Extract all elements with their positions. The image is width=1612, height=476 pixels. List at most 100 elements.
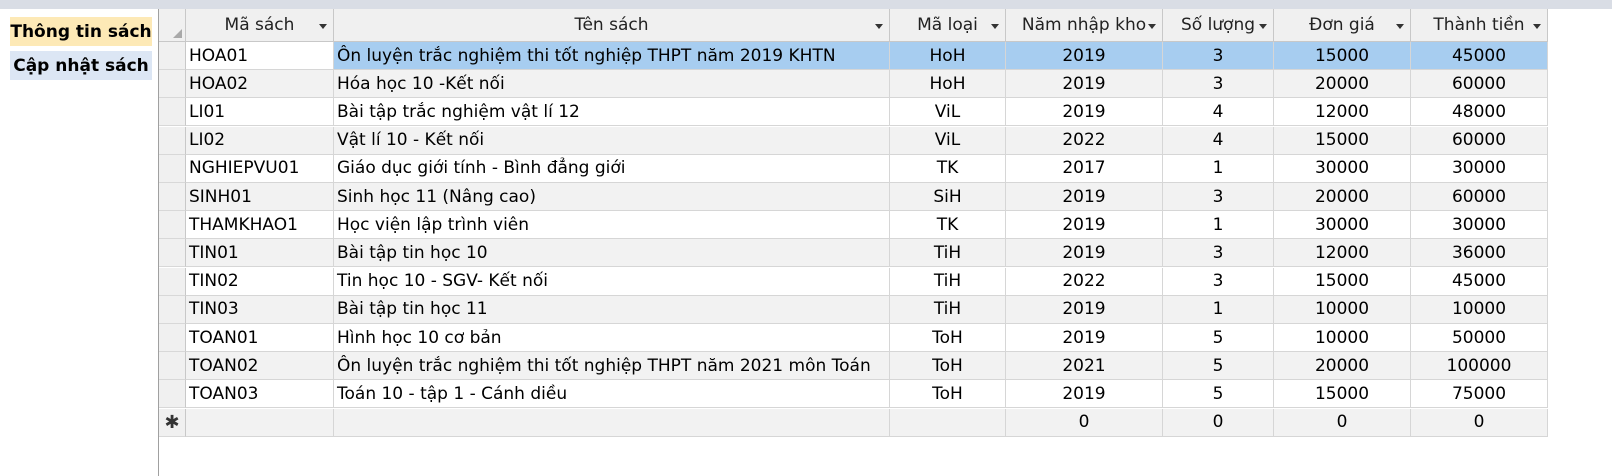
cell-don-gia[interactable]: 15000 <box>1274 380 1411 409</box>
dropdown-arrow-icon[interactable] <box>991 24 999 29</box>
cell-ma-loai[interactable]: TiH <box>890 295 1006 324</box>
row-selector[interactable] <box>159 239 186 268</box>
cell-ma-loai[interactable]: TiH <box>890 267 1006 296</box>
cell-don-gia[interactable]: 15000 <box>1274 42 1411 70</box>
cell-ten-sach[interactable]: Toán 10 - tập 1 - Cánh diều <box>334 380 890 409</box>
dropdown-arrow-icon[interactable] <box>1533 24 1541 29</box>
cell-ten-sach[interactable]: Vật lí 10 - Kết nối <box>334 126 890 155</box>
column-header-thanh-tien[interactable]: Thành tiền <box>1411 9 1548 42</box>
cell-ma-loai[interactable]: ToH <box>890 380 1006 409</box>
column-header-nam-nhap-kho[interactable]: Năm nhập kho <box>1006 9 1163 42</box>
table-row[interactable]: LI02 Vật lí 10 - Kết nối ViL 2022 4 15000 6000… <box>158 126 1612 155</box>
row-selector[interactable] <box>159 154 186 183</box>
cell-don-gia[interactable]: 10000 <box>1274 324 1411 352</box>
cell-nam-nhap-kho[interactable]: 2019 <box>1006 239 1163 268</box>
row-selector[interactable] <box>159 324 186 352</box>
cell-ma-sach[interactable]: TIN01 <box>186 239 334 268</box>
cell-so-luong[interactable]: 3 <box>1163 70 1274 99</box>
cell-so-luong[interactable]: 3 <box>1163 267 1274 296</box>
cell-ma-loai[interactable]: HoH <box>890 70 1006 99</box>
cell-nam-nhap-kho[interactable]: 0 <box>1006 408 1163 437</box>
cell-ten-sach[interactable]: Học viện lập trình viên <box>334 211 890 240</box>
row-selector[interactable] <box>159 98 186 127</box>
column-header-ten-sach[interactable]: Tên sách <box>334 9 890 42</box>
cell-so-luong[interactable]: 3 <box>1163 239 1274 268</box>
cell-nam-nhap-kho[interactable]: 2019 <box>1006 98 1163 127</box>
cell-ten-sach[interactable]: Giáo dục giới tính - Bình đẳng giới <box>334 154 890 183</box>
cell-don-gia[interactable]: 10000 <box>1274 295 1411 324</box>
select-all-corner[interactable] <box>159 9 186 42</box>
cell-thanh-tien[interactable]: 60000 <box>1411 183 1548 211</box>
cell-ten-sach[interactable]: Ôn luyện trắc nghiệm thi tốt nghiệp THPT… <box>334 352 890 381</box>
cell-don-gia[interactable]: 15000 <box>1274 267 1411 296</box>
cell-ma-loai[interactable]: TiH <box>890 239 1006 268</box>
cell-nam-nhap-kho[interactable]: 2019 <box>1006 295 1163 324</box>
cell-ma-sach[interactable]: SINH01 <box>186 183 334 211</box>
dropdown-arrow-icon[interactable] <box>1259 24 1267 29</box>
cell-don-gia[interactable]: 30000 <box>1274 211 1411 240</box>
row-selector[interactable] <box>159 70 186 99</box>
cell-thanh-tien[interactable]: 100000 <box>1411 352 1548 381</box>
table-row[interactable]: NGHIEPVU01 Giáo dục giới tính - Bình đẳng… <box>158 154 1612 183</box>
cell-ten-sach[interactable]: Bài tập tin học 11 <box>334 295 890 324</box>
cell-thanh-tien[interactable]: 45000 <box>1411 267 1548 296</box>
cell-thanh-tien[interactable]: 50000 <box>1411 324 1548 352</box>
cell-nam-nhap-kho[interactable]: 2019 <box>1006 380 1163 409</box>
row-selector[interactable] <box>159 42 186 70</box>
cell-nam-nhap-kho[interactable]: 2019 <box>1006 70 1163 99</box>
cell-thanh-tien[interactable]: 30000 <box>1411 154 1548 183</box>
cell-ma-sach[interactable]: TOAN02 <box>186 352 334 381</box>
cell-ten-sach[interactable] <box>334 408 890 437</box>
cell-nam-nhap-kho[interactable]: 2019 <box>1006 324 1163 352</box>
cell-ma-loai[interactable] <box>890 408 1006 437</box>
cell-ma-sach[interactable]: THAMKHAO1 <box>186 211 334 240</box>
cell-nam-nhap-kho[interactable]: 2019 <box>1006 183 1163 211</box>
cell-ma-loai[interactable]: HoH <box>890 42 1006 70</box>
cell-ten-sach[interactable]: Bài tập trắc nghiệm vật lí 12 <box>334 98 890 127</box>
row-selector[interactable] <box>159 183 186 211</box>
column-header-so-luong[interactable]: Số lượng <box>1163 9 1274 42</box>
cell-don-gia[interactable]: 12000 <box>1274 98 1411 127</box>
table-row[interactable]: TOAN02 Ôn luyện trắc nghiệm thi tốt nghiệ… <box>158 352 1612 381</box>
cell-nam-nhap-kho[interactable]: 2022 <box>1006 267 1163 296</box>
cell-ma-loai[interactable]: TK <box>890 211 1006 240</box>
cell-don-gia[interactable]: 30000 <box>1274 154 1411 183</box>
cell-so-luong[interactable]: 1 <box>1163 211 1274 240</box>
row-selector[interactable] <box>159 295 186 324</box>
cell-so-luong[interactable]: 4 <box>1163 126 1274 155</box>
cell-thanh-tien[interactable]: 48000 <box>1411 98 1548 127</box>
cell-ma-sach[interactable]: TOAN03 <box>186 380 334 409</box>
cell-thanh-tien[interactable]: 45000 <box>1411 42 1548 70</box>
cell-so-luong[interactable]: 4 <box>1163 98 1274 127</box>
cell-ten-sach[interactable]: Hình học 10 cơ bản <box>334 324 890 352</box>
cell-ma-loai[interactable]: SiH <box>890 183 1006 211</box>
cell-ma-sach[interactable]: TIN02 <box>186 267 334 296</box>
table-row[interactable]: THAMKHAO1 Học viện lập trình viên TK 2019 1 3… <box>158 211 1612 240</box>
cell-ma-loai[interactable]: ToH <box>890 352 1006 381</box>
cell-so-luong[interactable]: 0 <box>1163 408 1274 437</box>
table-row[interactable]: TOAN03 Toán 10 - tập 1 - Cánh diều ToH 2019… <box>158 380 1612 409</box>
dropdown-arrow-icon[interactable] <box>1148 24 1156 29</box>
new-record-row[interactable]: ✱ 0 0 0 0 <box>158 408 1612 437</box>
dropdown-arrow-icon[interactable] <box>1396 24 1404 29</box>
cell-thanh-tien[interactable]: 10000 <box>1411 295 1548 324</box>
table-row[interactable]: TIN02 Tin học 10 - SGV- Kết nối TiH 2022 3 15… <box>158 267 1612 296</box>
cell-ma-loai[interactable]: ViL <box>890 98 1006 127</box>
cell-don-gia[interactable]: 15000 <box>1274 126 1411 155</box>
column-header-ma-loai[interactable]: Mã loại <box>890 9 1006 42</box>
cell-so-luong[interactable]: 5 <box>1163 324 1274 352</box>
new-record-icon[interactable]: ✱ <box>159 408 186 437</box>
cap-nhat-sach-button[interactable]: Cập nhật sách <box>10 51 152 80</box>
table-row[interactable]: HOA01 Ôn luyện trắc nghiệm thi tốt nghiệp… <box>158 42 1612 70</box>
table-row[interactable]: TIN03 Bài tập tin học 11 TiH 2019 1 10000 1000… <box>158 295 1612 324</box>
cell-nam-nhap-kho[interactable]: 2019 <box>1006 211 1163 240</box>
cell-ma-sach[interactable] <box>186 408 334 437</box>
dropdown-arrow-icon[interactable] <box>875 24 883 29</box>
cell-thanh-tien[interactable]: 60000 <box>1411 70 1548 99</box>
cell-ma-sach[interactable]: LI02 <box>186 126 334 155</box>
cell-don-gia[interactable]: 0 <box>1274 408 1411 437</box>
cell-so-luong[interactable]: 1 <box>1163 295 1274 324</box>
cell-ma-sach[interactable]: HOA02 <box>186 70 334 99</box>
cell-ten-sach[interactable]: Bài tập tin học 10 <box>334 239 890 268</box>
cell-nam-nhap-kho[interactable]: 2021 <box>1006 352 1163 381</box>
